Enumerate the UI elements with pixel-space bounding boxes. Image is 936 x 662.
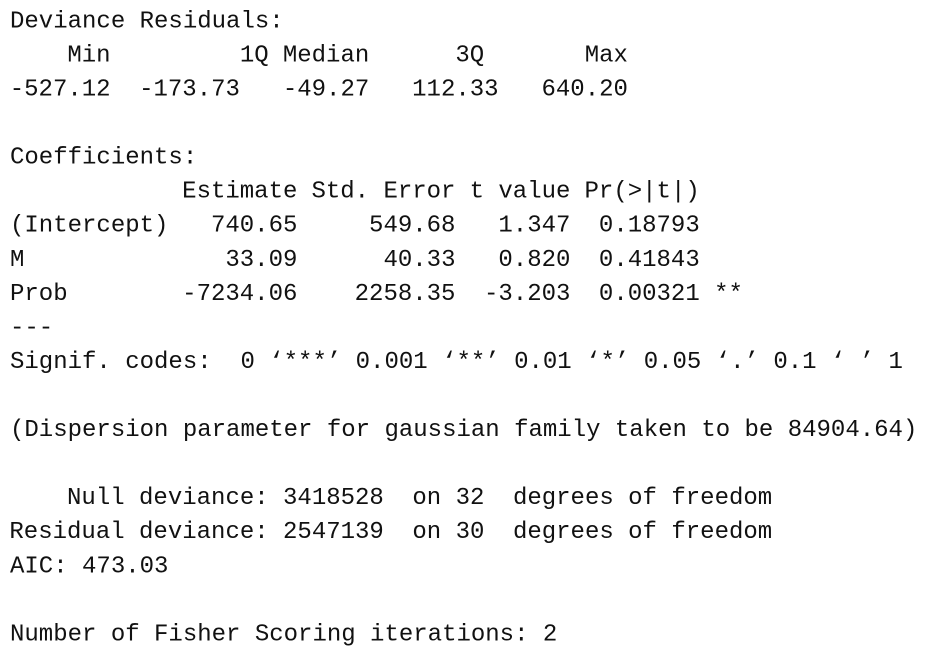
deviance-value: 3418528 [283, 485, 384, 512]
deviance-label: Residual deviance: [9, 519, 268, 546]
row-label: (Intercept) [10, 213, 168, 240]
coef-value: 0.41843 [599, 247, 700, 274]
coef-value: 2258.35 [355, 281, 456, 308]
fisher-iterations: Number of Fisher Scoring iterations: 2 [10, 621, 557, 648]
signif-codes: Signif. codes: 0 ‘***’ 0.001 ‘**’ 0.01 ‘… [10, 349, 903, 376]
column-header: 1Q [240, 42, 269, 69]
coef-value: -3.203 [484, 281, 570, 308]
coef-value: 0.18793 [599, 213, 700, 240]
column-header: Median [283, 42, 369, 69]
deviance-unit: degrees of freedom [513, 485, 772, 512]
column-header: Min [67, 42, 110, 69]
coef-value: 1.347 [498, 213, 570, 240]
column-header: 3Q [455, 42, 484, 69]
row-label: M [10, 247, 24, 274]
coef-value: 549.68 [369, 213, 455, 240]
residual-value: 112.33 [412, 76, 498, 103]
deviance-df: on 30 [412, 519, 484, 546]
deviance-label: Null deviance: [67, 485, 269, 512]
residual-value: -173.73 [139, 76, 240, 103]
signif-stars: ** [714, 281, 743, 308]
column-header: Std. Error [311, 179, 455, 206]
coef-value: 0.00321 [599, 281, 700, 308]
coef-value: 0.820 [498, 247, 570, 274]
residual-value: -527.12 [10, 76, 111, 103]
deviance-value: 2547139 [283, 519, 384, 546]
coef-value: 33.09 [225, 247, 297, 274]
section-title: Coefficients: [10, 145, 197, 172]
coef-value: -7234.06 [182, 281, 297, 308]
residual-value: 640.20 [541, 76, 627, 103]
coef-value: 740.65 [211, 213, 297, 240]
separator: --- [10, 315, 53, 342]
coef-value: 40.33 [383, 247, 455, 274]
column-header: Estimate [182, 179, 297, 206]
column-header: t value [470, 179, 571, 206]
residual-value: -49.27 [283, 76, 369, 103]
dispersion-note: (Dispersion parameter for gaussian famil… [10, 417, 917, 444]
row-label: Prob [10, 281, 68, 308]
column-header: Max [585, 42, 628, 69]
aic: AIC: 473.03 [10, 553, 168, 580]
deviance-unit: degrees of freedom [513, 519, 772, 546]
section-title: Deviance Residuals: [10, 8, 284, 35]
column-header: Pr(>|t|) [585, 179, 700, 206]
deviance-df: on 32 [412, 485, 484, 512]
